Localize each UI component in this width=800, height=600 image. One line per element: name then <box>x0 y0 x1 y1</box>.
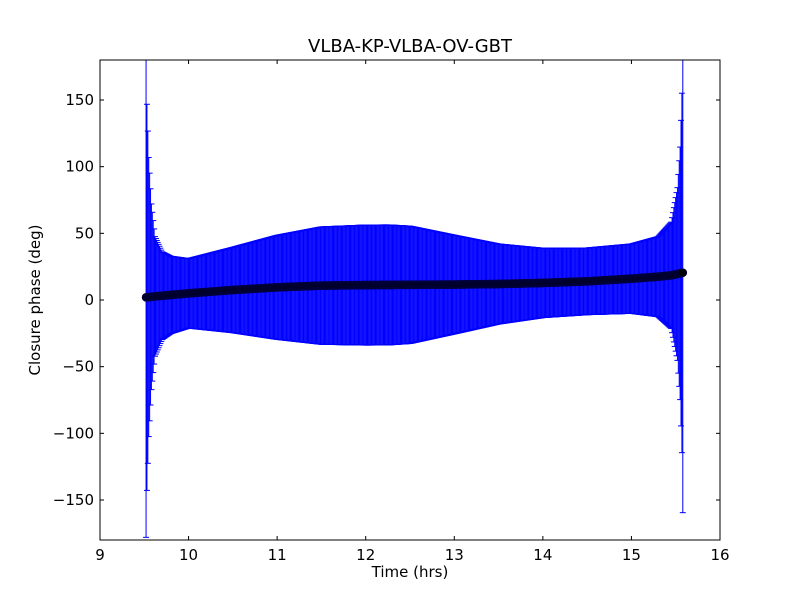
y-tick-label: −50 <box>62 358 94 376</box>
x-tick-label: 15 <box>622 546 641 564</box>
x-tick-label: 14 <box>533 546 552 564</box>
x-tick-label: 12 <box>356 546 375 564</box>
y-tick-label: −100 <box>53 424 94 442</box>
x-tick-label: 13 <box>445 546 464 564</box>
y-tick-label: 150 <box>65 91 94 109</box>
x-tick-label: 9 <box>95 546 105 564</box>
x-tick-label: 10 <box>179 546 198 564</box>
chart-title: VLBA-KP-VLBA-OV-GBT <box>308 36 513 57</box>
y-axis: −150 −100 −50 0 50 100 150 <box>53 91 720 509</box>
y-tick-label: −150 <box>53 491 94 509</box>
data-point-layer <box>141 268 688 302</box>
x-tick-label: 16 <box>710 546 729 564</box>
y-tick-label: 0 <box>84 291 94 309</box>
data-point <box>678 268 688 277</box>
x-axis-label: Time (hrs) <box>371 563 449 581</box>
x-axis: 9 10 11 12 13 14 15 16 <box>95 60 730 564</box>
x-tick-label: 11 <box>268 546 287 564</box>
y-tick-label: 100 <box>65 158 94 176</box>
y-tick-label: 50 <box>75 224 94 242</box>
y-axis-label: Closure phase (deg) <box>26 225 44 376</box>
